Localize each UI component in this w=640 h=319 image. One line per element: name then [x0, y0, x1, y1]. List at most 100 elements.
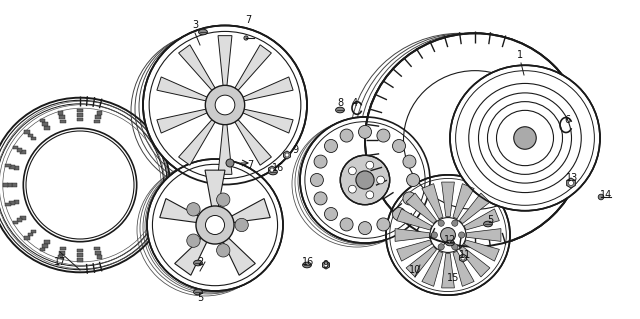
- Text: 16: 16: [302, 257, 314, 267]
- Polygon shape: [269, 166, 275, 174]
- Circle shape: [403, 155, 416, 168]
- Bar: [3, 183, 8, 187]
- Bar: [5, 203, 10, 206]
- Circle shape: [340, 129, 353, 142]
- Bar: [97, 111, 102, 115]
- Bar: [77, 253, 83, 257]
- Bar: [28, 233, 33, 236]
- Text: 3: 3: [192, 20, 198, 30]
- Bar: [10, 201, 15, 205]
- Bar: [77, 113, 83, 117]
- Circle shape: [366, 161, 374, 169]
- Circle shape: [392, 208, 406, 220]
- Bar: [97, 255, 102, 259]
- Polygon shape: [453, 251, 474, 286]
- Polygon shape: [157, 108, 211, 133]
- Polygon shape: [460, 254, 467, 262]
- Polygon shape: [175, 237, 207, 275]
- Ellipse shape: [147, 159, 283, 291]
- Ellipse shape: [143, 26, 307, 184]
- Circle shape: [348, 185, 356, 193]
- Polygon shape: [239, 77, 293, 102]
- Text: 13: 13: [566, 173, 578, 183]
- Circle shape: [377, 129, 390, 142]
- Circle shape: [403, 192, 416, 205]
- Circle shape: [458, 232, 465, 238]
- Bar: [14, 200, 19, 204]
- Circle shape: [440, 227, 456, 242]
- Polygon shape: [422, 251, 443, 286]
- Polygon shape: [205, 170, 225, 208]
- Bar: [40, 248, 45, 251]
- Ellipse shape: [335, 107, 344, 113]
- Polygon shape: [395, 229, 429, 241]
- Ellipse shape: [198, 29, 207, 35]
- Bar: [77, 249, 83, 253]
- Bar: [77, 258, 83, 262]
- Text: 5: 5: [487, 215, 493, 225]
- Bar: [77, 117, 83, 121]
- Polygon shape: [442, 254, 454, 288]
- Bar: [58, 111, 63, 115]
- Text: 1: 1: [517, 50, 523, 60]
- Circle shape: [356, 171, 374, 189]
- Circle shape: [270, 168, 274, 172]
- Circle shape: [216, 244, 230, 257]
- Circle shape: [314, 155, 327, 168]
- Bar: [95, 251, 101, 255]
- Text: 6: 6: [564, 115, 570, 125]
- Circle shape: [431, 232, 438, 238]
- Bar: [31, 230, 36, 233]
- Text: 7: 7: [245, 15, 251, 25]
- Bar: [42, 122, 47, 126]
- Circle shape: [310, 174, 323, 187]
- Text: 12: 12: [444, 235, 456, 245]
- Polygon shape: [453, 184, 474, 219]
- Circle shape: [340, 155, 390, 205]
- Bar: [31, 137, 36, 140]
- Circle shape: [358, 222, 371, 234]
- Ellipse shape: [450, 65, 600, 211]
- Text: 9: 9: [322, 260, 328, 270]
- Bar: [59, 251, 65, 255]
- Ellipse shape: [193, 260, 202, 266]
- Circle shape: [187, 234, 200, 247]
- Bar: [5, 164, 10, 167]
- Text: 16: 16: [272, 163, 284, 173]
- Circle shape: [324, 139, 337, 152]
- Bar: [94, 247, 100, 250]
- Circle shape: [366, 191, 374, 199]
- Polygon shape: [422, 184, 443, 219]
- Circle shape: [285, 153, 289, 157]
- Ellipse shape: [300, 117, 430, 243]
- Polygon shape: [566, 178, 575, 188]
- Circle shape: [377, 218, 390, 231]
- Circle shape: [324, 263, 328, 267]
- Circle shape: [392, 139, 406, 152]
- Bar: [44, 126, 50, 130]
- Polygon shape: [467, 229, 501, 241]
- Circle shape: [216, 193, 230, 206]
- Circle shape: [461, 256, 465, 260]
- Circle shape: [358, 125, 371, 138]
- Bar: [58, 255, 63, 259]
- Polygon shape: [284, 151, 291, 159]
- Polygon shape: [160, 198, 200, 223]
- Bar: [13, 146, 18, 149]
- Polygon shape: [179, 116, 218, 165]
- Bar: [24, 130, 30, 134]
- Bar: [60, 120, 66, 123]
- Polygon shape: [232, 116, 271, 165]
- Bar: [24, 236, 30, 240]
- Ellipse shape: [484, 221, 492, 227]
- Bar: [17, 148, 22, 152]
- Ellipse shape: [445, 240, 454, 246]
- Bar: [77, 108, 83, 112]
- Polygon shape: [397, 240, 432, 261]
- Circle shape: [452, 244, 458, 250]
- Circle shape: [340, 218, 353, 231]
- Bar: [42, 244, 47, 248]
- Circle shape: [196, 206, 234, 244]
- Polygon shape: [460, 193, 490, 224]
- Polygon shape: [179, 45, 218, 94]
